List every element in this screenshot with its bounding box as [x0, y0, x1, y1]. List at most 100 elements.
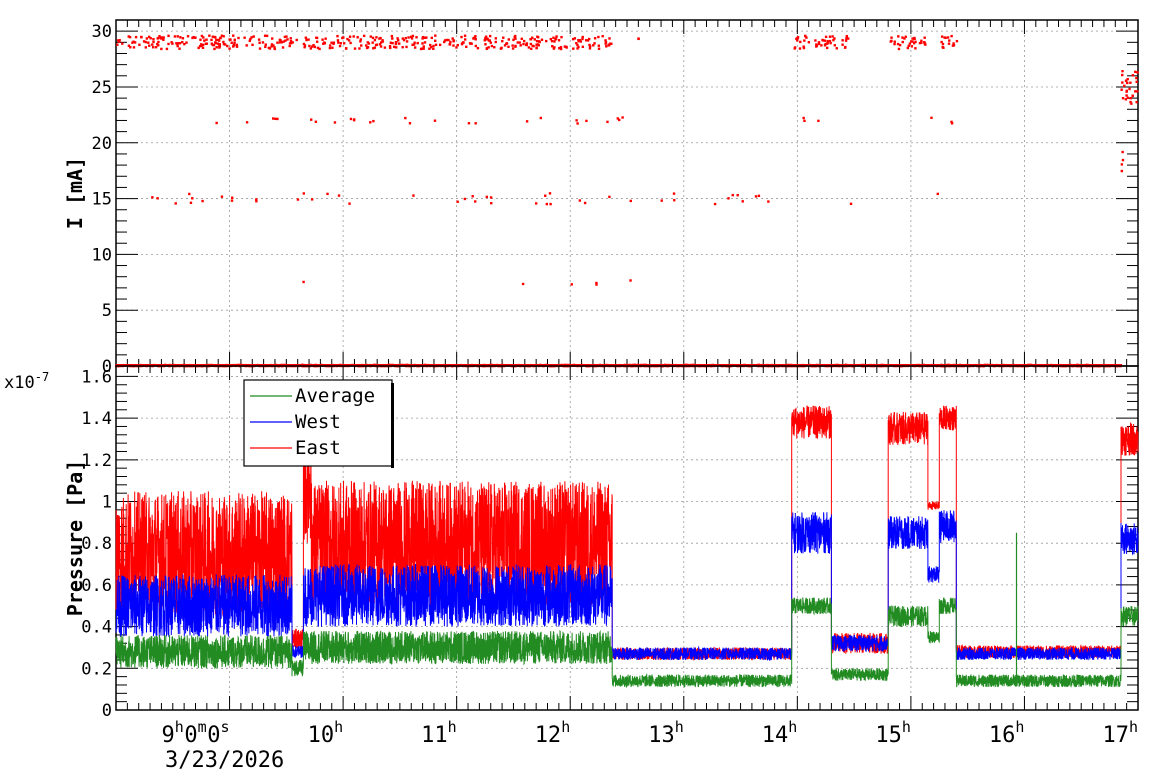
current-point	[205, 38, 208, 41]
current-point	[220, 34, 224, 37]
current-point	[412, 43, 416, 46]
current-point	[514, 45, 517, 48]
current-point	[255, 200, 258, 203]
current-point	[535, 39, 539, 43]
current-point	[296, 198, 300, 201]
current-point	[907, 44, 910, 48]
current-point	[295, 38, 298, 42]
current-point	[188, 192, 191, 196]
current-point	[824, 35, 828, 39]
current-point	[423, 41, 427, 44]
current-point	[356, 36, 359, 39]
current-point	[128, 35, 132, 39]
current-point	[485, 195, 489, 199]
current-point	[308, 44, 311, 48]
current-point	[1135, 80, 1138, 84]
current-point	[176, 42, 179, 46]
current-point	[232, 44, 236, 47]
current-point	[588, 43, 591, 47]
current-point	[604, 39, 607, 42]
current-point	[428, 47, 431, 50]
pressure-ytick-label: 0	[102, 701, 112, 721]
time-tick-part: 10	[308, 723, 335, 748]
current-point	[144, 46, 148, 49]
current-point	[198, 44, 202, 48]
current-point	[906, 46, 910, 50]
current-point	[284, 39, 287, 42]
current-point	[215, 121, 218, 125]
current-point	[286, 38, 289, 41]
current-point	[673, 198, 676, 202]
time-tick-label: 16h	[989, 718, 1025, 748]
current-point	[288, 42, 292, 45]
current-point	[328, 46, 332, 50]
current-point	[178, 42, 182, 45]
current-point	[157, 44, 160, 47]
pressure-multiplier-exp: -7	[35, 370, 49, 384]
current-ylabel: I [mA]	[63, 157, 87, 229]
current-point	[235, 43, 239, 47]
current-point	[410, 37, 414, 40]
current-point	[1136, 71, 1139, 74]
current-point	[257, 38, 261, 41]
current-point	[1135, 100, 1138, 104]
time-tick-sup: h	[334, 718, 343, 736]
current-point	[194, 36, 197, 39]
current-point	[1128, 87, 1131, 91]
current-point	[258, 47, 262, 50]
current-point	[499, 47, 503, 50]
current-point	[952, 43, 956, 47]
pressure-ytick-label: 1.4	[81, 409, 112, 429]
current-point	[217, 39, 221, 42]
current-point	[843, 46, 847, 49]
current-point	[348, 35, 352, 38]
current-point	[185, 41, 188, 44]
current-point	[828, 39, 832, 43]
current-point	[474, 38, 477, 41]
current-point	[522, 39, 526, 43]
current-point	[348, 202, 351, 205]
current-point	[595, 283, 598, 286]
current-point	[920, 39, 923, 42]
current-point	[336, 39, 340, 42]
current-point	[222, 42, 226, 46]
current-point	[554, 38, 557, 41]
current-point	[402, 38, 406, 42]
current-point	[815, 45, 818, 48]
current-point	[845, 37, 848, 40]
current-point	[588, 45, 592, 48]
current-point	[230, 41, 233, 44]
current-point	[273, 47, 276, 51]
current-point	[525, 120, 529, 123]
current-point	[577, 38, 580, 42]
legend-box	[243, 379, 393, 467]
current-point	[553, 46, 556, 49]
current-point	[941, 42, 945, 46]
current-point	[545, 39, 548, 43]
current-point	[263, 34, 267, 37]
current-point	[165, 47, 169, 51]
current-point	[432, 44, 435, 48]
current-point	[805, 36, 808, 39]
pressure-ytick-label: 0.2	[81, 659, 112, 679]
current-point	[565, 46, 568, 49]
current-point	[183, 42, 186, 46]
current-point	[158, 35, 161, 38]
current-point	[911, 37, 914, 40]
current-point	[152, 38, 155, 41]
current-point	[127, 44, 131, 47]
current-point	[230, 199, 234, 202]
current-point	[313, 45, 317, 49]
current-point	[597, 44, 601, 47]
current-point	[132, 40, 135, 43]
pressure-panel: 0 0.2 0.4 0.6 0.8 1 1.2 1.4 1.6 Pressure [Pa] x10-…	[4, 365, 1139, 721]
current-point	[447, 38, 450, 42]
current-point	[513, 35, 516, 39]
current-point	[1129, 81, 1132, 84]
time-tick-part: 9	[161, 723, 174, 748]
current-point	[581, 37, 584, 41]
current-point	[530, 47, 533, 51]
current-point	[817, 41, 821, 44]
current-point	[910, 40, 913, 43]
current-point	[1121, 97, 1125, 100]
